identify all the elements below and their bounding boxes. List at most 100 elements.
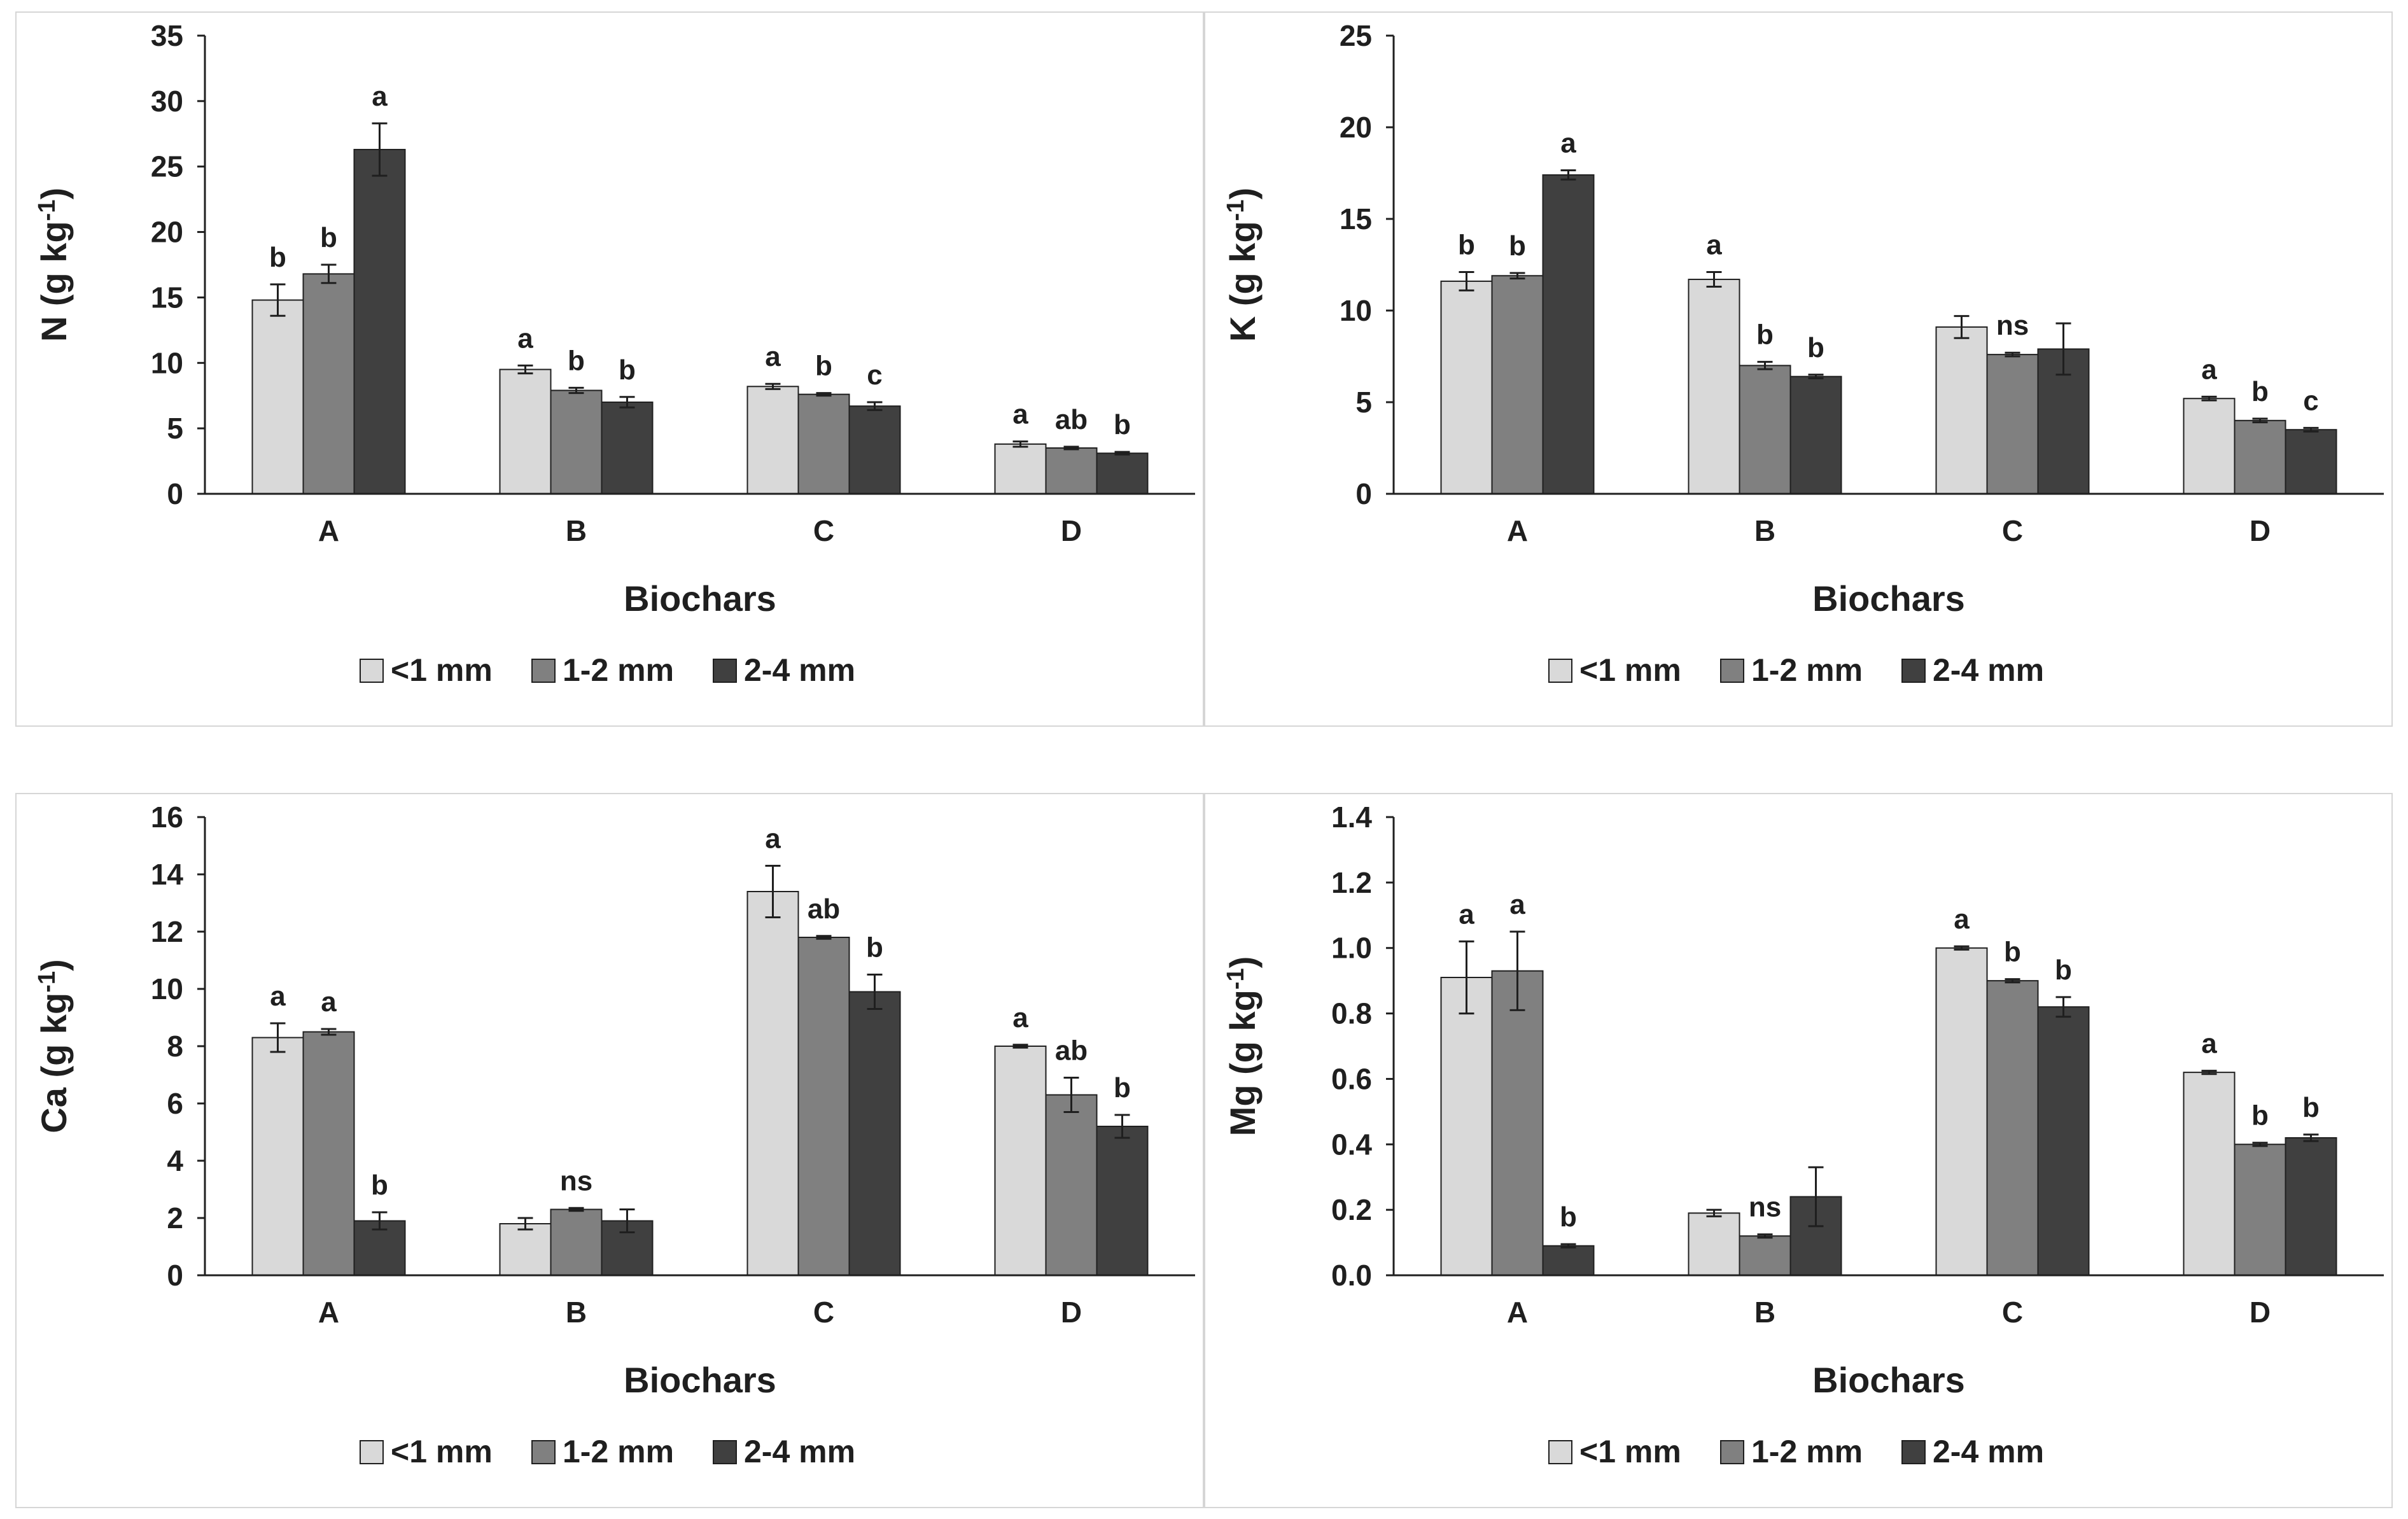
n-bar-c-s3: [848, 405, 901, 495]
n-bar-d-s2: [1045, 447, 1098, 494]
k-y-tick-label: 5: [1355, 386, 1372, 419]
n-x-axis-title: Biochars: [624, 578, 776, 619]
ca-significance-letter: ab: [808, 893, 840, 925]
ca-legend-swatch: [713, 1440, 737, 1464]
k-significance-letter: b: [1458, 230, 1475, 261]
mg-legend-swatch: [1901, 1440, 1926, 1464]
k-significance-letter: a: [1560, 128, 1576, 159]
k-legend-label: 1-2 mm: [1751, 652, 1863, 688]
n-significance-letter: a: [1012, 399, 1028, 430]
n-category-label: A: [318, 514, 339, 547]
n-bar-d-s3: [1096, 452, 1149, 495]
n-significance-letter: a: [765, 341, 781, 372]
potassium-chart: 0 5 10 15 20 25 b b a Aa b b Bns Ca b c D Biochars K (g kg…: [1222, 19, 2384, 688]
k-bar-c-s1: [1935, 326, 1988, 494]
ca-y-tick-label: 14: [151, 858, 184, 891]
ca-significance-letter: a: [321, 986, 337, 1018]
ca-significance-letter: a: [270, 981, 286, 1012]
ca-significance-letter: b: [866, 932, 883, 963]
k-significance-letter: b: [1756, 319, 1774, 351]
n-bar-b-s2: [550, 389, 603, 494]
k-legend-swatch: [1720, 659, 1744, 683]
k-bar-c-s2: [1986, 354, 2039, 494]
mg-significance-letter: b: [2004, 937, 2021, 968]
n-legend-swatch: [531, 659, 556, 683]
n-category-label: D: [1061, 514, 1082, 547]
mg-bar-c-s2: [1986, 980, 2039, 1276]
n-category-label: B: [566, 514, 587, 547]
mg-significance-letter: b: [2055, 955, 2072, 986]
k-bar-a-s3: [1542, 174, 1595, 494]
mg-bar-d-s1: [2183, 1072, 2236, 1276]
n-significance-letter: a: [517, 323, 533, 354]
mg-category-label: C: [2002, 1296, 2023, 1329]
n-bar-a-s3: [353, 148, 406, 494]
ca-significance-letter: b: [1114, 1072, 1131, 1103]
mg-y-tick-label: 0.4: [1331, 1128, 1372, 1161]
k-bar-a-s2: [1491, 275, 1544, 494]
ca-category-label: D: [1061, 1296, 1082, 1329]
ca-legend: <1 mm 1-2 mm 2-4 mm: [360, 1434, 855, 1469]
k-bar-d-s3: [2285, 429, 2337, 495]
mg-legend-label: <1 mm: [1579, 1434, 1681, 1469]
mg-significance-letter: ns: [1749, 1192, 1781, 1223]
k-significance-letter: c: [2303, 385, 2318, 416]
k-legend-swatch: [1901, 659, 1926, 683]
ca-x-axis-title: Biochars: [624, 1360, 776, 1400]
k-bar-b-s1: [1688, 279, 1740, 494]
mg-significance-letter: a: [1954, 904, 1970, 935]
mg-x-axis-title: Biochars: [1812, 1360, 1965, 1400]
mg-significance-letter: b: [2302, 1092, 2320, 1123]
k-significance-letter: a: [1706, 230, 1722, 261]
k-legend: <1 mm 1-2 mm 2-4 mm: [1548, 652, 2044, 688]
mg-legend-label: 2-4 mm: [1933, 1434, 2044, 1469]
mg-y-tick-label: 1.4: [1331, 801, 1372, 834]
ca-legend-label: 1-2 mm: [563, 1434, 674, 1469]
ca-bar-b-s2: [550, 1208, 603, 1276]
k-y-tick-label: 10: [1340, 294, 1372, 327]
k-legend-label: 2-4 mm: [1933, 652, 2044, 688]
ca-y-tick-label: 6: [167, 1087, 183, 1120]
mg-bar-c-s3: [2037, 1006, 2090, 1276]
ca-significance-letter: a: [1012, 1002, 1028, 1033]
n-y-tick-label: 20: [151, 216, 183, 249]
ca-bar-c-s2: [797, 937, 850, 1276]
ca-y-tick-label: 4: [167, 1144, 183, 1177]
mg-legend-label: 1-2 mm: [1751, 1434, 1863, 1469]
ca-bar-b-s1: [499, 1223, 552, 1276]
k-bar-b-s2: [1739, 365, 1791, 495]
n-y-tick-label: 30: [151, 85, 183, 118]
k-category-label: A: [1507, 514, 1528, 547]
k-bar-d-s2: [2234, 419, 2286, 494]
ca-significance-letter: a: [765, 823, 781, 855]
ca-bar-c-s1: [746, 891, 799, 1276]
mg-y-tick-label: 1.2: [1331, 866, 1372, 899]
n-legend: <1 mm 1-2 mm 2-4 mm: [360, 652, 855, 688]
ca-bar-c-s3: [848, 991, 901, 1276]
ca-bar-a-s1: [251, 1037, 304, 1276]
k-category-label: C: [2002, 514, 2023, 547]
n-significance-letter: ab: [1055, 404, 1088, 435]
mg-bar-b-s2: [1739, 1235, 1791, 1276]
n-significance-letter: b: [269, 242, 286, 273]
n-significance-letter: b: [815, 351, 832, 382]
mg-y-tick-label: 1.0: [1331, 932, 1372, 965]
ca-y-axis-title: Ca (g kg-1): [34, 959, 74, 1133]
mg-significance-letter: a: [1459, 899, 1474, 930]
ca-y-tick-label: 16: [151, 801, 183, 834]
mg-bar-a-s3: [1542, 1245, 1595, 1277]
k-y-tick-label: 15: [1340, 202, 1372, 235]
ca-y-tick-label: 2: [167, 1201, 183, 1235]
k-category-label: D: [2250, 514, 2271, 547]
mg-bar-d-s3: [2285, 1137, 2337, 1276]
mg-bar-b-s1: [1688, 1212, 1740, 1276]
n-y-tick-label: 15: [151, 281, 183, 314]
ca-significance-letter: b: [371, 1170, 388, 1201]
n-bar-a-s2: [302, 273, 355, 494]
n-legend-swatch: [713, 659, 737, 683]
magnesium-chart: 0.0 0.2 0.4 0.6 0.8 1.0 1.2 1.4 a a b Ans Ba b b Ca b b D B…: [1222, 801, 2384, 1469]
n-legend-label: 1-2 mm: [563, 652, 674, 688]
mg-y-tick-label: 0.0: [1331, 1259, 1372, 1292]
k-bar-a-s1: [1440, 280, 1493, 494]
